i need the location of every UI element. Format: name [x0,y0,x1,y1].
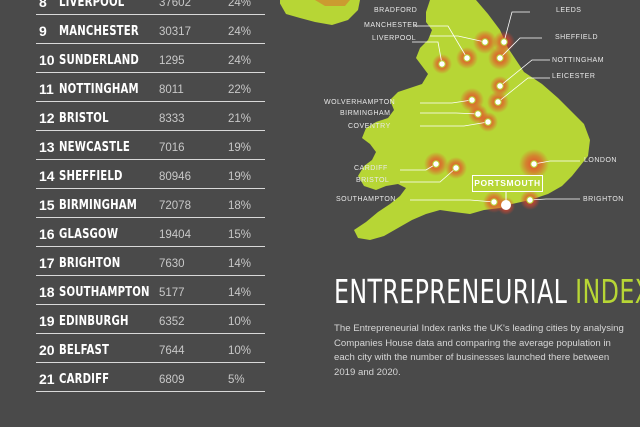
percent-cell: 5% [228,374,245,386]
rank-cell: 19 [39,313,55,329]
rank-cell: 18 [39,284,55,300]
rank-cell: 17 [39,255,55,271]
count-cell: 6352 [159,316,185,328]
portsmouth-badge: PORTSMOUTH [472,175,543,192]
rank-cell: 16 [39,226,55,242]
city-cell: MANCHESTER [59,24,139,39]
count-cell: 8011 [159,84,184,96]
map-label-sheffield: SHEFFIELD [555,34,599,41]
rank-cell: 12 [39,110,55,126]
table-row: 8 LIVERPOOL 37602 24% [36,0,265,15]
percent-cell: 18% [228,200,252,212]
count-cell: 5177 [159,287,185,299]
city-cell: SHEFFIELD [59,169,123,184]
map-label-liverpool: LIVERPOOL [372,35,417,42]
percent-cell: 24% [228,55,252,67]
table-row: 21 CARDIFF 6809 5% [36,363,265,392]
rank-cell: 14 [39,168,55,184]
rank-cell: 13 [39,139,55,155]
count-cell: 1295 [159,55,185,67]
count-cell: 8333 [159,113,185,125]
rank-cell: 8 [39,0,47,10]
rank-cell: 20 [39,342,55,358]
map-label-leeds: LEEDS [556,7,582,14]
table-row: 18 SOUTHAMPTON 5177 14% [36,276,265,305]
map-label-birmingham: BIRMINGHAM [340,110,391,117]
map-label-leicester: LEICESTER [552,73,596,80]
table-row: 19 EDINBURGH 6352 10% [36,305,265,334]
percent-cell: 22% [228,84,252,96]
city-cell: NEWCASTLE [59,140,130,155]
description: The Entrepreneurial Index ranks the UK's… [334,323,624,378]
table-row: 11 NOTTINGHAM 8011 22% [36,73,265,102]
city-cell: GLASGOW [59,227,119,242]
uk-map: BRADFORD LEEDS MANCHESTER LIVERPOOL SHEF… [278,0,640,245]
count-cell: 7644 [159,345,185,357]
map-label-cardiff: CARDIFF [354,165,388,172]
percent-cell: 15% [228,229,252,241]
title-accent: INDEX [575,272,640,311]
count-cell: 37602 [159,0,191,9]
city-cell: BRIGHTON [59,256,121,271]
table-row: 16 GLASGOW 19404 15% [36,218,265,247]
count-cell: 80946 [159,171,191,183]
percent-cell: 14% [228,258,252,270]
percent-cell: 19% [228,142,252,154]
map-label-southampton: SOUTHAMPTON [336,196,396,203]
table-row: 9 MANCHESTER 30317 24% [36,15,265,44]
northern-ireland-shape [278,0,360,25]
rank-cell: 15 [39,197,55,213]
rank-cell: 21 [39,371,55,387]
title-main: ENTREPRENEURIAL [334,272,576,311]
map-label-manchester: MANCHESTER [364,22,419,29]
leader-lines [400,11,580,203]
table-row: 15 BIRMINGHAM 72078 18% [36,189,265,218]
city-cell: CARDIFF [59,372,110,387]
table-row: 14 SHEFFIELD 80946 19% [36,160,265,189]
percent-cell: 10% [228,316,252,328]
percent-cell: 14% [228,287,252,299]
rank-cell: 9 [39,23,47,39]
city-cell: EDINBURGH [59,314,129,329]
map-label-bradford: BRADFORD [374,7,418,14]
map-label-nottingham: NOTTINGHAM [552,57,605,64]
percent-cell: 24% [228,26,252,38]
rank-cell: 11 [39,81,54,97]
count-cell: 6809 [159,374,185,386]
percent-cell: 10% [228,345,252,357]
city-cell: LIVERPOOL [59,0,125,10]
count-cell: 72078 [159,200,191,212]
count-cell: 30317 [159,26,191,38]
city-cell: NOTTINGHAM [59,82,139,97]
map-label-brighton: BRIGHTON [583,196,624,203]
table-row: 13 NEWCASTLE 7016 19% [36,131,265,160]
rank-cell: 10 [39,52,55,68]
map-label-bristol: BRISTOL [356,177,390,184]
count-cell: 19404 [159,229,191,241]
city-cell: SOUTHAMPTON [59,285,150,300]
percent-cell: 24% [228,0,252,9]
count-cell: 7630 [159,258,185,270]
city-cell: BRISTOL [59,111,109,126]
city-cell: BIRMINGHAM [59,198,137,213]
map-label-london: LONDON [584,157,617,164]
map-label-wolverhampton: WOLVERHAMPTON [324,99,396,106]
table-row: 20 BELFAST 7644 10% [36,334,265,363]
city-markers [432,38,538,206]
page-title: ENTREPRENEURIAL INDEX [334,272,640,311]
city-cell: SUNDERLAND [59,53,139,68]
city-cell: BELFAST [59,343,110,358]
table-row: 12 BRISTOL 8333 21% [36,102,265,131]
percent-cell: 21% [228,113,252,125]
percent-cell: 19% [228,171,252,183]
table-row: 10 SUNDERLAND 1295 24% [36,44,265,73]
table-row: 17 BRIGHTON 7630 14% [36,247,265,276]
count-cell: 7016 [159,142,185,154]
map-label-coventry: COVENTRY [348,123,391,130]
